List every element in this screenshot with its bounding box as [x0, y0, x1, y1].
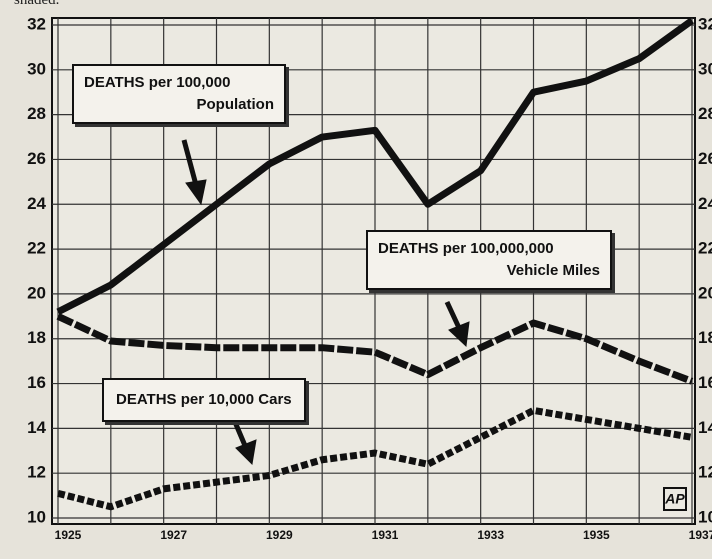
x-tick-label: 1925	[55, 528, 82, 542]
y2-tick-label: 16	[698, 373, 712, 392]
y-tick-label: 16	[27, 373, 46, 392]
x-tick-label: 1935	[583, 528, 610, 542]
x-tick-label: 1927	[160, 528, 187, 542]
arrows	[181, 139, 470, 466]
x-tick-label: 1933	[477, 528, 504, 542]
y-tick-label: 14	[27, 418, 46, 437]
y-tick-label: 10	[27, 507, 46, 526]
y2-tick-label: 22	[698, 239, 712, 258]
y2-tick-label: 32	[698, 14, 712, 33]
y-tick-label: 28	[27, 104, 46, 123]
legend-box: DEATHS per 10,000 Cars	[102, 378, 306, 422]
y2-tick-label: 24	[698, 194, 712, 213]
ap-logo: AP	[663, 487, 687, 511]
y2-tick-label: 30	[698, 59, 712, 78]
y-tick-label: 22	[27, 239, 46, 258]
y-tick-label: 24	[27, 194, 46, 213]
series-line	[56, 313, 694, 385]
y2-tick-label: 12	[698, 463, 712, 482]
svg-text:AP: AP	[664, 491, 685, 507]
x-tick-label: 1937	[689, 528, 712, 542]
y2-tick-label: 10	[698, 507, 712, 526]
y-tick-label: 12	[27, 463, 46, 482]
y-tick-label: 26	[27, 149, 46, 168]
series-line	[57, 406, 693, 511]
y-tick-label: 32	[27, 14, 46, 33]
legend-box: DEATHS per 100,000,000 Vehicle Miles	[366, 230, 612, 290]
y-tick-label: 20	[27, 283, 46, 302]
x-tick-label: 1929	[266, 528, 293, 542]
legend-box: DEATHS per 100,000 Population	[72, 64, 286, 124]
y2-tick-label: 28	[698, 104, 712, 123]
y2-tick-label: 26	[698, 149, 712, 168]
y2-tick-label: 18	[698, 328, 712, 347]
y-tick-label: 18	[27, 328, 46, 347]
y-tick-label: 30	[27, 59, 46, 78]
y2-tick-label: 14	[698, 418, 712, 437]
y2-tick-label: 20	[698, 283, 712, 302]
x-tick-label: 1931	[372, 528, 399, 542]
series-line	[56, 17, 695, 315]
caption: shaded.	[14, 0, 60, 8]
